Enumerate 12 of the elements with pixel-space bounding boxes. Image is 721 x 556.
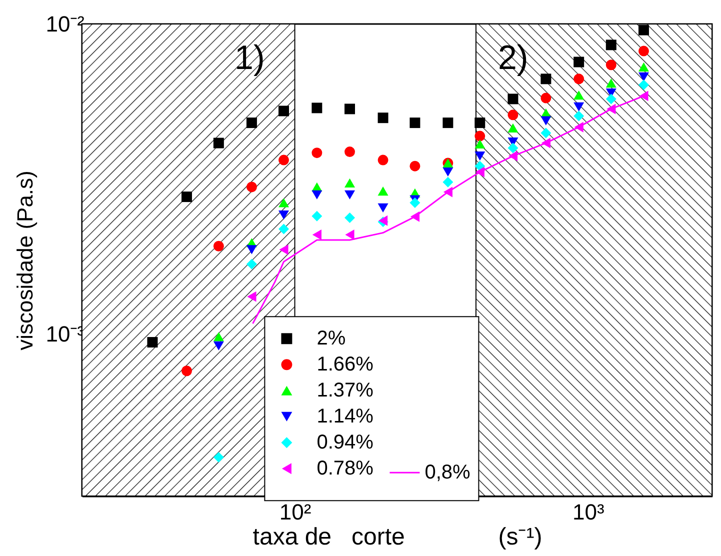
x-tick-label: 10² xyxy=(279,500,312,524)
legend-label: 2% xyxy=(316,328,346,350)
y-tick-label: 10⁻² xyxy=(46,12,84,36)
legend-label: 0,8% xyxy=(424,462,471,484)
legend-label: 0.94% xyxy=(316,432,374,454)
legend-label: 1.14% xyxy=(316,406,374,428)
x-axis-title: taxa de corte (s⁻¹) xyxy=(252,524,542,550)
legend-label: 0.78% xyxy=(316,458,374,480)
legend-label: 1.66% xyxy=(316,354,374,376)
x-tick-label: 10³ xyxy=(572,500,604,524)
y-axis-title: viscosidade (Pa.s) xyxy=(12,170,38,350)
legend-label: 1.37% xyxy=(316,380,374,402)
